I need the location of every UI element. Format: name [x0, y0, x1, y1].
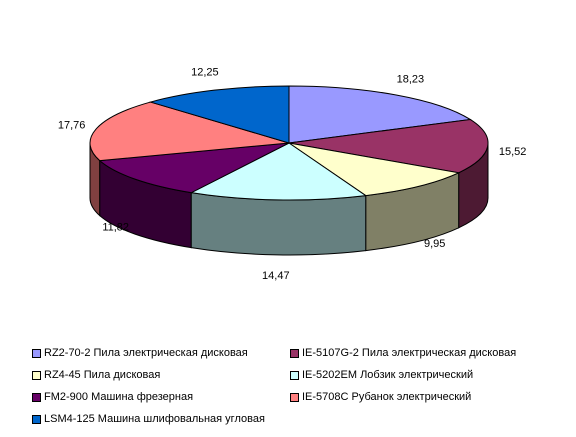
pie-slice-fm2-900: [98, 142, 290, 194]
data-label: 11,82: [102, 222, 129, 234]
legend-label: IE-5708C Рубанок электрический: [302, 391, 472, 403]
pie-slice-lsm4-125: [148, 85, 290, 144]
pie-slice-ie-5202em: [189, 142, 368, 201]
legend-item: IE-5202EM Лобзик электрический: [290, 369, 473, 381]
data-label: 9,95: [424, 238, 445, 250]
legend-swatch: [32, 370, 41, 380]
pie-top-faces: [89, 85, 489, 201]
data-label: 15,52: [499, 146, 527, 158]
data-label: 17,76: [58, 120, 86, 132]
legend-item: IE-5708C Рубанок электрический: [290, 391, 471, 403]
data-label: 18,23: [397, 73, 425, 85]
data-label: 14,47: [262, 270, 290, 282]
pie-slice-rz2-70-2: [288, 85, 472, 144]
legend-label: IE-5202EM Лобзик электрический: [302, 369, 474, 381]
legend-swatch: [32, 414, 41, 424]
pie-slice-rz4-45: [288, 142, 461, 197]
legend-label: RZ2-70-2 Пила электрическая дисковая: [44, 347, 248, 359]
legend-swatch: [290, 392, 299, 402]
data-labels: 18,23 15,52 9,95 14,47 11,82 17,76 12,25: [58, 67, 527, 282]
legend-swatch: [32, 392, 41, 402]
legend-label: IE-5107G-2 Пила электрическая дисковая: [302, 347, 517, 359]
legend-swatch: [290, 348, 299, 358]
legend-label: LSM4-125 Машина шлифовальная угловая: [44, 413, 265, 425]
legend-item: IE-5107G-2 Пила электрическая дисковая: [290, 347, 516, 359]
legend-label: FM2-900 Машина фрезерная: [44, 391, 194, 403]
pie-slice-ie-5107g-2: [288, 118, 489, 174]
legend-swatch: [32, 348, 41, 358]
legend-swatch: [290, 370, 299, 380]
legend-item: RZ4-45 Пила дисковая: [32, 369, 160, 381]
pie-slice-side-ie-5202em: [190, 192, 367, 256]
pie-slice-ie-5708c: [89, 101, 290, 162]
pie-sides: [89, 142, 489, 256]
legend-item: FM2-900 Машина фрезерная: [32, 391, 193, 403]
legend-item: RZ2-70-2 Пила электрическая дисковая: [32, 347, 248, 359]
data-label: 12,25: [191, 67, 219, 79]
legend-item: LSM4-125 Машина шлифовальная угловая: [32, 413, 265, 425]
legend-label: RZ4-45 Пила дисковая: [44, 369, 161, 381]
pie-chart: 18,23 15,52 9,95 14,47 11,82 17,76 12,25: [58, 67, 527, 282]
